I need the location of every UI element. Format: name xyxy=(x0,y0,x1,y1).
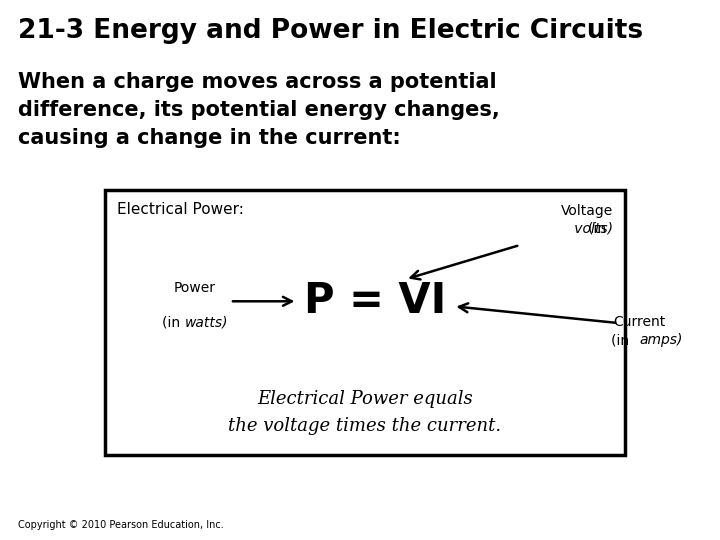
Text: Copyright © 2010 Pearson Education, Inc.: Copyright © 2010 Pearson Education, Inc. xyxy=(18,520,224,530)
Text: Electrical Power equals: Electrical Power equals xyxy=(257,390,473,408)
Text: Current: Current xyxy=(613,315,665,329)
Text: Electrical Power:: Electrical Power: xyxy=(117,202,244,217)
Text: P = VI: P = VI xyxy=(305,280,446,322)
Text: 21-3 Energy and Power in Electric Circuits: 21-3 Energy and Power in Electric Circui… xyxy=(18,18,643,44)
Text: the voltage times the current.: the voltage times the current. xyxy=(228,417,502,435)
Text: Voltage: Voltage xyxy=(561,204,613,218)
Text: Power: Power xyxy=(174,281,216,295)
Bar xyxy=(105,190,625,455)
Text: watts): watts) xyxy=(185,315,228,329)
Text: (in: (in xyxy=(163,315,185,329)
Text: (in: (in xyxy=(588,222,613,236)
Text: When a charge moves across a potential
difference, its potential energy changes,: When a charge moves across a potential d… xyxy=(18,72,500,148)
Text: volts): volts) xyxy=(548,222,613,236)
Text: amps): amps) xyxy=(639,333,683,347)
Text: (in: (in xyxy=(611,333,634,347)
